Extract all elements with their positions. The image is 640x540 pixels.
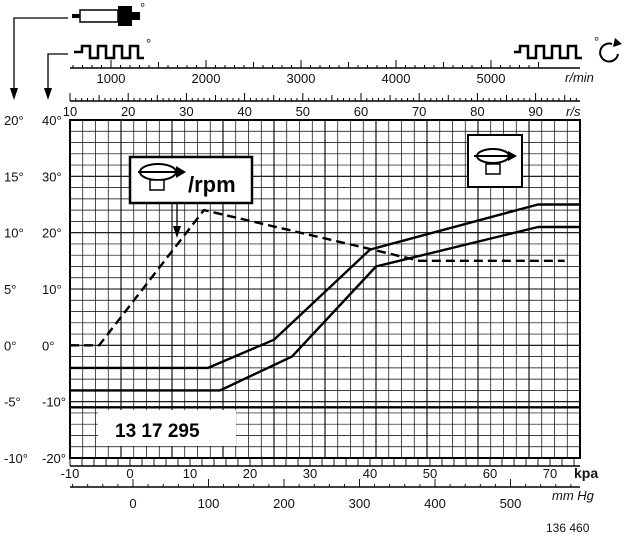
crankshaft-icon: ° <box>74 36 151 60</box>
left-degree-label: 10° <box>4 226 24 241</box>
left-degree-label: 15° <box>4 169 24 184</box>
rps-unit-label: r/s <box>566 104 581 119</box>
arrow-distributor <box>10 17 68 100</box>
kpa-tick-label: 60 <box>483 466 497 481</box>
rps-tick-label: 70 <box>412 104 426 119</box>
rpm-tick-label: 2000 <box>192 71 221 86</box>
rotation-arrow-icon <box>599 42 619 63</box>
mmhg-unit-label: mm Hg <box>552 488 595 503</box>
left-degree-label-2: 0° <box>42 338 54 353</box>
mmhg-tick-label: 300 <box>349 496 371 511</box>
vacuum-advance-label-box <box>467 134 523 188</box>
left-degree-label-2: 20° <box>42 226 62 241</box>
rpm-tick-label: 3000 <box>287 71 316 86</box>
part-number-box: 13 17 295 <box>98 410 236 446</box>
vacuum-unit-icon-right <box>474 148 517 175</box>
advance-curve-1 <box>70 208 565 347</box>
rotation-degree-mark: ° <box>594 34 599 49</box>
distributor-degree-mark: ° <box>140 0 145 15</box>
left-degree-label: 5° <box>4 282 16 297</box>
rpm-ticks: 1000 2000 3000 4000 5000 <box>72 60 539 86</box>
left-degree-label-2: -20° <box>42 451 66 466</box>
left-degree-label: 20° <box>4 113 24 128</box>
kpa-tick-label: 20 <box>243 466 257 481</box>
advance-curve-3 <box>70 225 580 392</box>
rps-tick-label: 30 <box>179 104 193 119</box>
kpa-unit-label: kpa <box>574 465 598 481</box>
left-degree-label-2: 30° <box>42 169 62 184</box>
mmhg-ticks: 0 100 200 300 400 500 <box>72 479 572 511</box>
label-pointer-arrow <box>173 203 181 238</box>
rpm-tick-label: 5000 <box>477 71 506 86</box>
kpa-tick-label: 70 <box>543 466 557 481</box>
rps-tick-label: 10 <box>63 104 77 119</box>
left-degree-label-2: 40° <box>42 113 62 128</box>
left-degree-label-2: -10° <box>42 395 66 410</box>
mmhg-tick-label: 400 <box>424 496 446 511</box>
vacuum-unit-icon <box>138 163 186 191</box>
kpa-tick-label: 0 <box>126 466 133 481</box>
kpa-tick-label: 10 <box>183 466 197 481</box>
left-degree-label: 0° <box>4 338 16 353</box>
left-degree-label-2: 10° <box>42 282 62 297</box>
rpm-tick-label: 1000 <box>97 71 126 86</box>
mmhg-tick-label: 100 <box>198 496 220 511</box>
kpa-tick-label: -10 <box>61 466 80 481</box>
advance-curves <box>70 203 580 409</box>
kpa-tick-label: 50 <box>423 466 437 481</box>
rps-tick-label: 60 <box>354 104 368 119</box>
rpm-unit-label: r/min <box>565 70 594 85</box>
figure-reference: 136 460 <box>546 521 590 535</box>
rps-tick-label: 20 <box>121 104 135 119</box>
mmhg-tick-label: 0 <box>129 496 136 511</box>
left-degree-label: -5° <box>4 395 21 410</box>
advance-curve-2 <box>70 203 580 370</box>
rps-tick-label: 90 <box>528 104 542 119</box>
crankshaft-degree-mark: ° <box>146 36 151 51</box>
left-degree-label: -10° <box>4 451 28 466</box>
kpa-tick-label: 40 <box>363 466 377 481</box>
left-degree-ticks: 20° 15° 10° 5° 0° -5° -10° 40° 30° 20° 10° 0° -10° -2… <box>4 113 66 466</box>
crankshaft-icon-right: ° <box>514 34 622 63</box>
rps-tick-label: 80 <box>470 104 484 119</box>
plot-frame <box>69 119 581 459</box>
rpm-tick-label: 4000 <box>382 71 411 86</box>
centrifugal-advance-label-box: /rpm <box>128 155 254 205</box>
kpa-tick-label: 30 <box>303 466 317 481</box>
rps-tick-label: 40 <box>237 104 251 119</box>
part-number: 13 17 295 <box>115 421 200 442</box>
kpa-ticks: -10 0 10 20 30 40 50 60 70 <box>61 458 575 481</box>
arrow-crankshaft <box>44 53 68 100</box>
distributor-icon: ° <box>72 0 145 26</box>
rpm-label: /rpm <box>188 172 236 197</box>
mmhg-tick-label: 200 <box>273 496 295 511</box>
mmhg-tick-label: 500 <box>500 496 522 511</box>
rps-tick-label: 50 <box>296 104 310 119</box>
rps-ticks: 10 20 30 40 50 60 70 80 90 <box>63 93 577 119</box>
